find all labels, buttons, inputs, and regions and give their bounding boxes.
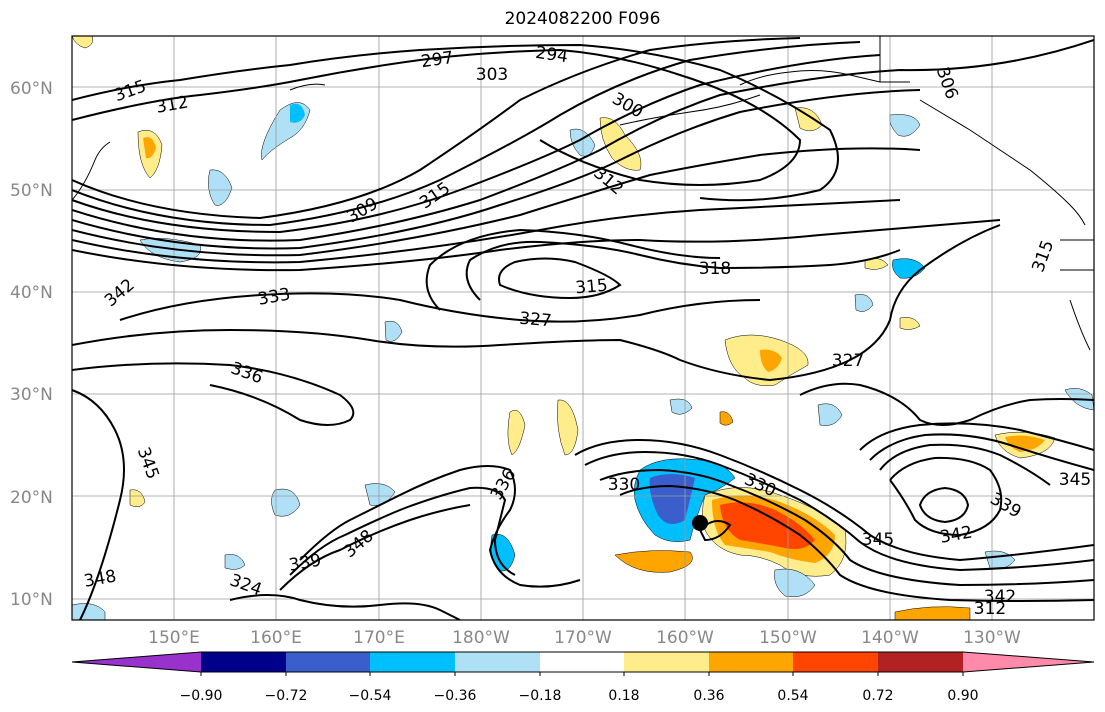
colorbar-tick-labels: −0.90 −0.72 −0.54 −0.36 −0.18 0.18 0.36 … (180, 688, 979, 704)
colorbar-tick-label: −0.72 (265, 688, 308, 704)
contour-label: 318 (699, 259, 731, 279)
contour-label: 294 (534, 43, 569, 67)
contour-label: 345 (1059, 470, 1091, 490)
contour-label: 303 (476, 65, 508, 85)
lon-label: 150°W (759, 628, 817, 648)
lat-label: 60°N (10, 79, 53, 99)
contour-lines (72, 37, 1094, 620)
colorbar-segment (201, 652, 286, 672)
colorbar-segment (878, 652, 963, 672)
colorbar-segment (624, 652, 709, 672)
contour-label: 297 (420, 48, 455, 72)
lon-label: 160°W (656, 628, 714, 648)
colorbar-segment (72, 652, 201, 672)
colorbar-tick-label: −0.90 (180, 688, 223, 704)
colorbar-tick-label: 0.54 (777, 688, 808, 704)
contour-label: 312 (974, 599, 1006, 619)
lat-label: 10°N (10, 590, 53, 610)
colorbar-segment (793, 652, 878, 672)
lat-label: 20°N (10, 488, 53, 508)
lon-label: 140°W (861, 628, 919, 648)
lon-label: 180°W (452, 628, 510, 648)
colorbar-segment (540, 652, 624, 672)
map-title: 2024082200 F096 (504, 9, 661, 29)
storm-center-marker (692, 515, 708, 531)
colorbar-tick-label: −0.36 (434, 688, 477, 704)
contour-label: 345 (862, 530, 894, 550)
colorbar-segment (370, 652, 455, 672)
colorbar-tick-label: 0.72 (862, 688, 893, 704)
contour-label: 342 (984, 587, 1016, 607)
latitude-axis: 60°N 50°N 40°N 30°N 20°N 10°N (10, 79, 53, 610)
colorbar-segment (709, 652, 793, 672)
map-panel (72, 36, 1094, 620)
lon-label: 170°W (554, 628, 612, 648)
colorbar-segment (963, 652, 1094, 672)
lon-label: 160°E (250, 628, 302, 648)
contour-label: 327 (518, 309, 552, 332)
colorbar-tick-label: 0.36 (693, 688, 724, 704)
map-gridlines (72, 36, 1094, 620)
colorbar-tick-label: −0.18 (519, 688, 562, 704)
lat-label: 50°N (10, 181, 53, 201)
colorbar-segment (455, 652, 540, 672)
colorbar-segment (286, 652, 370, 672)
lon-label: 130°W (963, 628, 1021, 648)
longitude-axis: 150°E 160°E 170°E 180°W 170°W 160°W 150°… (148, 628, 1021, 648)
colorbar-tick-label: 0.90 (947, 688, 978, 704)
contour-label: 330 (608, 475, 640, 495)
colorbar-tick-label: −0.54 (349, 688, 392, 704)
lon-label: 170°E (353, 628, 405, 648)
map-border (71, 35, 1095, 621)
colorbar (71, 651, 1095, 676)
lon-label: 150°E (148, 628, 200, 648)
lat-label: 30°N (10, 385, 53, 405)
contour-label: 315 (575, 276, 609, 299)
lat-label: 40°N (10, 283, 53, 303)
coastlines (72, 36, 1094, 351)
contour-label: 327 (832, 351, 864, 371)
colorbar-tick-label: 0.18 (608, 688, 639, 704)
